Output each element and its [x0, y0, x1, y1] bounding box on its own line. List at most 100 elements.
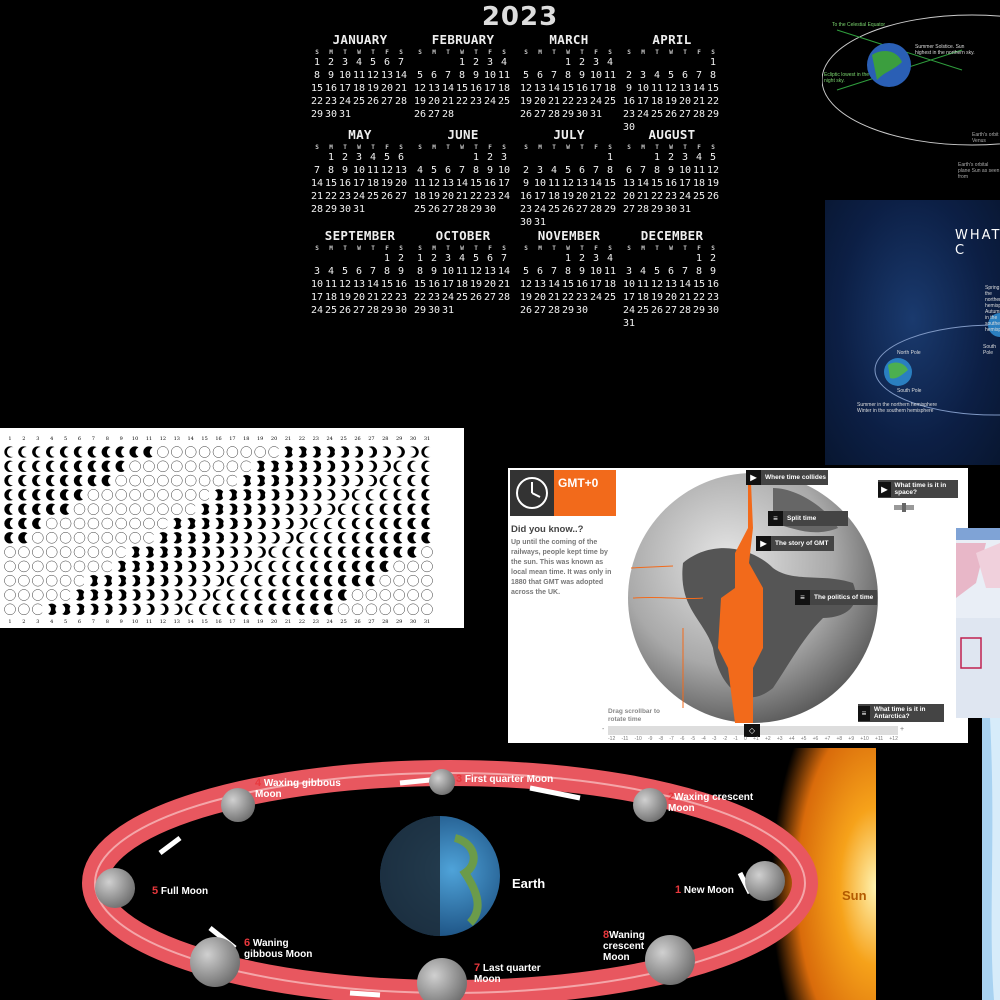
- split-time-button[interactable]: ≡ Split time: [768, 511, 848, 526]
- day-cell: 4: [639, 266, 647, 277]
- day-cell: 19: [338, 292, 352, 303]
- day-cell: 14: [455, 178, 469, 189]
- moon-phase-dot: [268, 589, 283, 601]
- moon-phase-dot: [226, 589, 240, 601]
- day-cell: 20: [352, 292, 366, 303]
- moon-phase-dot: [126, 603, 141, 616]
- summer-label: Summer in the northern hemisphere Winter…: [857, 402, 938, 414]
- moon-phase-dot: [101, 460, 118, 472]
- scale-tick: +12: [889, 736, 898, 742]
- moon-phase-dot: [181, 546, 197, 558]
- day-cell: 19: [519, 96, 533, 107]
- moon-phase-dot: [18, 603, 30, 616]
- time-in-space-button[interactable]: ▶ What time is it in space?: [878, 480, 958, 498]
- moon-phase-dot: [129, 474, 141, 487]
- calendar-year: 2023: [481, 2, 559, 32]
- moon-phase-dot: [73, 546, 86, 558]
- moon-phase-dot: [379, 560, 396, 573]
- day-cell: 19: [706, 178, 720, 189]
- moon-phase-dot: [421, 489, 436, 501]
- day-cell: 25: [352, 96, 366, 107]
- day-cell: 15: [650, 178, 664, 189]
- moon-phase-dot: [407, 517, 423, 530]
- day-cell: 12: [380, 165, 394, 176]
- moon-phase-dot: [180, 532, 197, 544]
- moon-phase-dot: [363, 460, 378, 472]
- day-cell: 17: [622, 292, 636, 303]
- day-cell: 24: [310, 305, 324, 316]
- day-cell: 1: [327, 152, 335, 163]
- day-cell: 6: [681, 70, 689, 81]
- day-cell: 21: [589, 191, 603, 202]
- timezone-label: GMT+0: [554, 470, 616, 516]
- moon-phase-dot: [254, 589, 269, 601]
- moon-phase-dot: [184, 446, 197, 458]
- day-cell: 5: [709, 152, 717, 163]
- day-cell: 12: [664, 83, 678, 94]
- moon-phase-dot: [238, 546, 253, 558]
- moon-phase-dot: [407, 574, 419, 587]
- day-cell: 11: [366, 165, 380, 176]
- story-of-gmt-button[interactable]: ▶ The story of GMT: [756, 536, 834, 551]
- day-cell: 24: [497, 191, 511, 202]
- moon-phase-dot: [226, 574, 240, 587]
- day-cell: 7: [550, 266, 558, 277]
- day-number: 23: [313, 436, 319, 442]
- moon-phase-dot: [393, 546, 410, 558]
- day-cell: 13: [441, 178, 455, 189]
- day-cell: 8: [709, 70, 717, 81]
- day-cell: 16: [664, 178, 678, 189]
- day-cell: 23: [706, 292, 720, 303]
- moon-phase-dot: [224, 560, 239, 573]
- day-cell: 26: [413, 109, 427, 120]
- day-cell: 10: [352, 165, 366, 176]
- moon-phase-dot: [310, 603, 327, 616]
- moon-phase-dot: [46, 489, 62, 501]
- day-cell: 20: [533, 96, 547, 107]
- moon-phase-dot: [4, 489, 19, 501]
- moon-phase-dot: [18, 560, 30, 573]
- day-cell: 25: [636, 305, 650, 316]
- moon-phase-dot: [321, 474, 336, 487]
- day-cell: 4: [355, 57, 363, 68]
- day-cell: 8: [564, 70, 572, 81]
- day-cell: 16: [338, 178, 352, 189]
- day-cell: 25: [650, 109, 664, 120]
- moon-phase-dot: [263, 460, 280, 472]
- moon-phase-dot: [101, 517, 114, 530]
- day-cell: 22: [310, 96, 324, 107]
- day-cell: 24: [678, 191, 692, 202]
- day-cell: 5: [341, 266, 349, 277]
- day-cell: 19: [561, 191, 575, 202]
- map-svg: [956, 528, 1000, 718]
- month-days: 1 2 3 4 5 6 7 8 9 10 11 12 13 14 15 16 17 18 19 20 21 22 23 24 2…: [622, 56, 722, 134]
- day-cell: 15: [310, 83, 324, 94]
- day-cell: 29: [692, 305, 706, 316]
- day-number: 30: [410, 436, 416, 442]
- day-cell: 26: [338, 305, 352, 316]
- phase-label-waning-gibbous: 6 Waning gibbous Moon: [244, 938, 329, 961]
- scrollbar-handle[interactable]: ◇: [744, 724, 760, 737]
- moon-phase-dot: [18, 460, 32, 472]
- south-pole-label-right: South Pole: [983, 344, 997, 356]
- politics-of-time-button[interactable]: ≡ The politics of time: [795, 590, 877, 605]
- time-scrollbar[interactable]: ◇: [608, 724, 898, 737]
- where-time-collides-button[interactable]: ▶ Where time collides: [746, 470, 828, 485]
- moon-phase-dot: [310, 546, 324, 558]
- day-number: 22: [299, 436, 305, 442]
- moon-phase-dot: [167, 560, 183, 573]
- moon-phase-dot: [32, 460, 47, 472]
- moon-phase-dot: [59, 532, 72, 544]
- day-cell: 17: [310, 292, 324, 303]
- moon-phases-diagram: Earth Sun 1 New Moon 2Waxing crescent Mo…: [60, 748, 876, 1000]
- day-number: 6: [78, 436, 81, 442]
- moon-phase-dot: [211, 574, 225, 587]
- day-cell: 9: [397, 266, 405, 277]
- moon-phase-dot: [393, 474, 407, 487]
- moon-phase-dot: [265, 503, 280, 515]
- time-in-antarctica-button[interactable]: ≡ What time is it in Antarctica?: [858, 704, 944, 722]
- moon-phase-dot: [407, 603, 419, 616]
- moon-phase-dot: [129, 460, 141, 472]
- scale-tick: -6: [680, 736, 685, 742]
